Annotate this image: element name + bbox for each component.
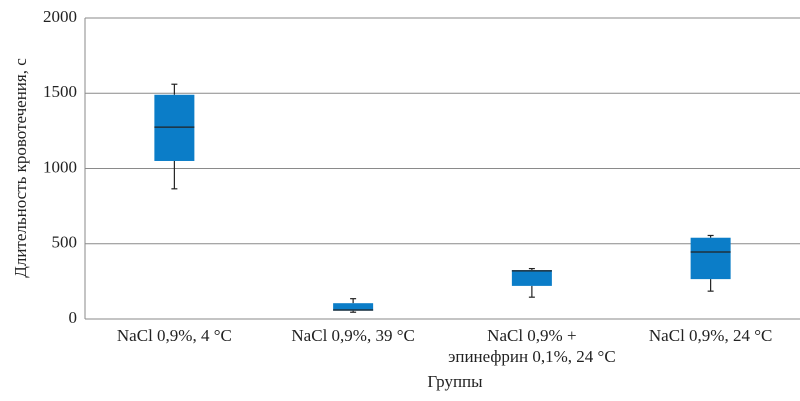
- box: [511, 270, 552, 286]
- box: [690, 237, 731, 280]
- x-axis-label: Группы: [427, 372, 483, 391]
- y-tick-label: 0: [69, 308, 78, 327]
- box: [154, 94, 195, 161]
- x-tick-label: NaCl 0,9% + эпинефрин 0,1%, 24 °C: [448, 326, 616, 366]
- x-tick-label: NaCl 0,9%, 24 °C: [648, 326, 773, 345]
- y-tick-label: 1500: [43, 82, 77, 101]
- x-tick-label: NaCl 0,9%, 39 °C: [291, 326, 415, 345]
- y-tick-label: 500: [52, 233, 78, 252]
- box: [333, 303, 374, 311]
- y-tick-label: 2000: [43, 7, 77, 26]
- y-axis-label: Длительность кровотечения, с: [11, 58, 30, 278]
- y-tick-label: 1000: [43, 157, 77, 176]
- x-tick-label: NaCl 0,9%, 4 °C: [116, 326, 232, 345]
